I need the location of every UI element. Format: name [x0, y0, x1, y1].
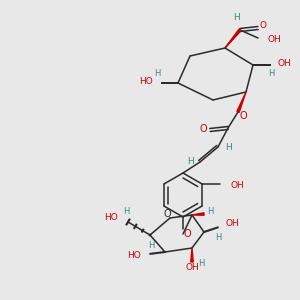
Text: HO: HO — [139, 76, 153, 85]
Text: O: O — [199, 124, 207, 134]
Polygon shape — [237, 92, 246, 112]
Text: OH: OH — [278, 58, 292, 68]
Polygon shape — [191, 248, 193, 262]
Text: H: H — [198, 260, 204, 268]
Text: O: O — [260, 22, 266, 31]
Text: H: H — [148, 242, 154, 250]
Text: H: H — [226, 142, 232, 152]
Text: OH: OH — [226, 220, 240, 229]
Text: H: H — [187, 158, 194, 166]
Text: O: O — [239, 111, 247, 121]
Text: OH: OH — [185, 263, 199, 272]
Text: H: H — [234, 13, 240, 22]
Text: H: H — [123, 208, 129, 217]
Text: O: O — [163, 209, 171, 219]
Polygon shape — [225, 29, 241, 48]
Text: H: H — [268, 70, 274, 79]
Text: H: H — [154, 68, 160, 77]
Text: OH: OH — [230, 181, 244, 190]
Text: H: H — [215, 232, 221, 242]
Text: H: H — [207, 206, 213, 215]
Text: HO: HO — [127, 251, 141, 260]
Polygon shape — [192, 213, 204, 215]
Text: HO: HO — [104, 214, 118, 223]
Text: O: O — [183, 229, 191, 239]
Text: OH: OH — [268, 35, 282, 44]
